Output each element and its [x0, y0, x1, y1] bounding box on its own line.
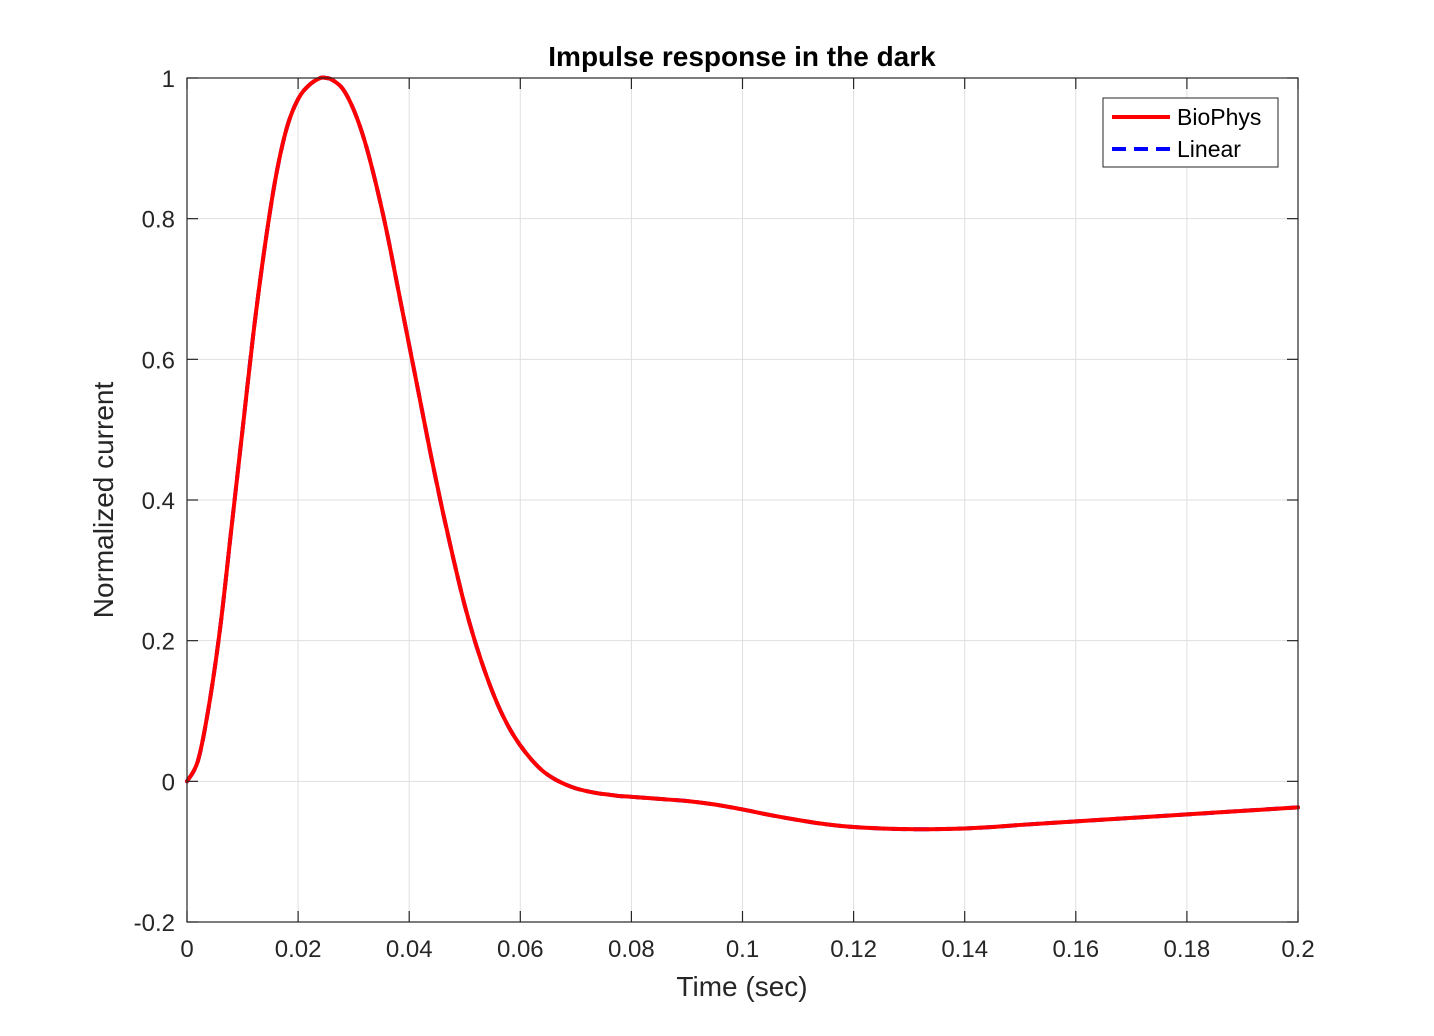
x-tick-label: 0.06: [497, 936, 544, 963]
x-tick-label: 0.02: [275, 936, 322, 963]
chart-title: Impulse response in the dark: [548, 41, 936, 72]
y-tick-label: -0.2: [134, 910, 175, 937]
x-tick-label: 0: [180, 936, 193, 963]
y-tick-label: 0.6: [142, 347, 175, 374]
x-tick-label: 0.14: [941, 936, 988, 963]
x-tick-label: 0.16: [1052, 936, 1099, 963]
legend-label-biophys: BioPhys: [1177, 104, 1261, 130]
y-tick-label: 0.4: [142, 488, 175, 515]
x-axis-label: Time (sec): [676, 971, 807, 1002]
y-tick-label: 0.2: [142, 629, 175, 656]
y-tick-label: 1: [162, 66, 175, 93]
axis-ticks: [186, 77, 1299, 923]
legend-label-linear: Linear: [1177, 136, 1241, 162]
x-tick-label: 0.08: [608, 936, 655, 963]
y-tick-label: 0: [162, 769, 175, 796]
x-tick-label: 0.18: [1164, 936, 1211, 963]
legend[interactable]: BioPhys Linear: [1102, 97, 1279, 168]
x-tick-label: 0.12: [830, 936, 877, 963]
legend-box: [1102, 97, 1279, 168]
x-tick-label: 0.2: [1281, 936, 1314, 963]
y-axis-label: Normalized current: [88, 382, 119, 619]
series-line-biophys: [185, 75, 1300, 832]
x-tick-label: 0.04: [386, 936, 433, 963]
y-tick-label: 0.8: [142, 207, 175, 234]
x-tick-label: 0.1: [726, 936, 759, 963]
tick-labels: 0 0.02 0.04 0.06 0.08 0.1 0.12 0.14 0.16 0.18 0.2 -…: [134, 66, 1315, 963]
series-layer: [185, 75, 1300, 832]
